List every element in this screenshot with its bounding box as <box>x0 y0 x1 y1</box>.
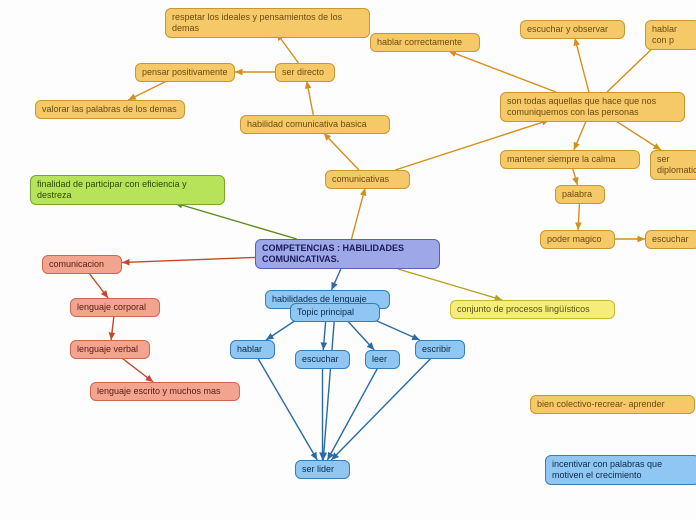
edge-palabra-poderMag <box>578 203 580 230</box>
node-label: bien colectivo-recrear- aprender <box>537 399 665 410</box>
node-label: Topic principal <box>297 307 354 318</box>
node-serDirecto: ser directo <box>275 63 335 82</box>
node-finalidad: finalidad de participar con eficiencia y… <box>30 175 225 205</box>
edge-sonTodas-serDipl <box>614 120 661 150</box>
node-poderMag: poder magico <box>540 230 615 249</box>
node-escuchar: escuchar <box>295 350 350 369</box>
edge-root-comunicacion <box>122 257 255 262</box>
edge-root-conjProc <box>398 269 502 300</box>
node-hablarConP: hablar con p <box>645 20 696 50</box>
node-escObs: escuchar y observar <box>520 20 625 39</box>
node-bienCol: bien colectivo-recrear- aprender <box>530 395 695 414</box>
node-root: COMPETENCIAS : HABILIDADES COMUNICATIVAS… <box>255 239 440 269</box>
edge-comunicacion-lenCorp <box>89 273 108 298</box>
node-respetar: respetar los ideales y pensamientos de l… <box>165 8 370 38</box>
edge-leer-serLider <box>327 368 377 460</box>
node-conjProc: conjunto de procesos lingüísticos <box>450 300 615 319</box>
node-label: ser directo <box>282 67 324 78</box>
node-incentivar: incentivar con palabras que motiven el c… <box>545 455 696 485</box>
edge-mantCalma-palabra <box>573 168 578 185</box>
edge-root-finalidad <box>175 203 297 239</box>
node-label: poder magico <box>547 234 602 245</box>
node-escuchar2: escuchar <box>645 230 696 249</box>
node-escribir: escribir <box>415 340 465 359</box>
node-label: respetar los ideales y pensamientos de l… <box>172 12 363 34</box>
node-label: escuchar <box>652 234 689 245</box>
node-label: son todas aquellas que hace que nos comu… <box>507 96 678 118</box>
node-label: lenguaje verbal <box>77 344 138 355</box>
node-leer: leer <box>365 350 400 369</box>
node-label: comunicativas <box>332 174 389 185</box>
edge-sonTodas-hablarCorr <box>449 51 556 92</box>
edge-root-comunicativas <box>352 188 366 239</box>
node-label: comunicacion <box>49 259 104 270</box>
node-pensarPos: pensar positivamente <box>135 63 235 82</box>
node-sonTodas: son todas aquellas que hace que nos comu… <box>500 92 685 122</box>
node-lenVerbal: lenguaje verbal <box>70 340 150 359</box>
edge-lenVerbal-lenEscrito <box>122 358 153 382</box>
node-hablarCorr: hablar correctamente <box>370 33 480 52</box>
node-label: habilidad comunicativa basica <box>247 119 367 130</box>
node-comunicacion: comunicacion <box>42 255 122 274</box>
edge-topicPpal-serLider <box>323 320 334 460</box>
node-label: hablar correctamente <box>377 37 462 48</box>
node-label: hablar con p <box>652 24 693 46</box>
node-label: escuchar y observar <box>527 24 608 35</box>
edge-comunicativas-habBasica <box>324 133 359 170</box>
node-hablar: hablar <box>230 340 275 359</box>
node-label: escuchar <box>302 354 339 365</box>
node-label: conjunto de procesos lingüísticos <box>457 304 590 315</box>
node-label: ser lider <box>302 464 334 475</box>
node-label: hablar <box>237 344 262 355</box>
node-serDipl: ser diplomatico <box>650 150 696 180</box>
node-mantCalma: mantener siempre la calma <box>500 150 640 169</box>
node-label: ser diplomatico <box>657 154 696 176</box>
node-label: finalidad de participar con eficiencia y… <box>37 179 218 201</box>
edge-habBasica-serDirecto <box>307 81 314 115</box>
edge-hablar-serLider <box>258 358 318 460</box>
node-comunicativas: comunicativas <box>325 170 410 189</box>
node-lenCorp: lenguaje corporal <box>70 298 160 317</box>
node-topicPpal: Topic principal <box>290 303 380 322</box>
node-label: COMPETENCIAS : HABILIDADES COMUNICATIVAS… <box>262 243 433 265</box>
node-palabra: palabra <box>555 185 605 204</box>
edge-pensarPos-valorar <box>128 81 167 100</box>
node-habBasica: habilidad comunicativa basica <box>240 115 390 134</box>
node-label: escribir <box>422 344 451 355</box>
node-label: pensar positivamente <box>142 67 228 78</box>
node-lenEscrito: lenguaje escrito y muchos mas <box>90 382 240 401</box>
node-serLider: ser lider <box>295 460 350 479</box>
edge-lenCorp-lenVerbal <box>111 316 114 340</box>
node-valorar: valorar las palabras de los demas <box>35 100 185 119</box>
edge-sonTodas-mantCalma <box>574 120 587 150</box>
node-label: valorar las palabras de los demas <box>42 104 177 115</box>
node-label: lenguaje corporal <box>77 302 146 313</box>
edge-sonTodas-escObs <box>575 38 589 92</box>
node-label: leer <box>372 354 387 365</box>
node-label: palabra <box>562 189 592 200</box>
node-label: lenguaje escrito y muchos mas <box>97 386 221 397</box>
edge-escribir-serLider <box>331 358 431 460</box>
node-label: mantener siempre la calma <box>507 154 616 165</box>
node-label: incentivar con palabras que motiven el c… <box>552 459 693 481</box>
edge-root-habLeng <box>332 269 341 290</box>
